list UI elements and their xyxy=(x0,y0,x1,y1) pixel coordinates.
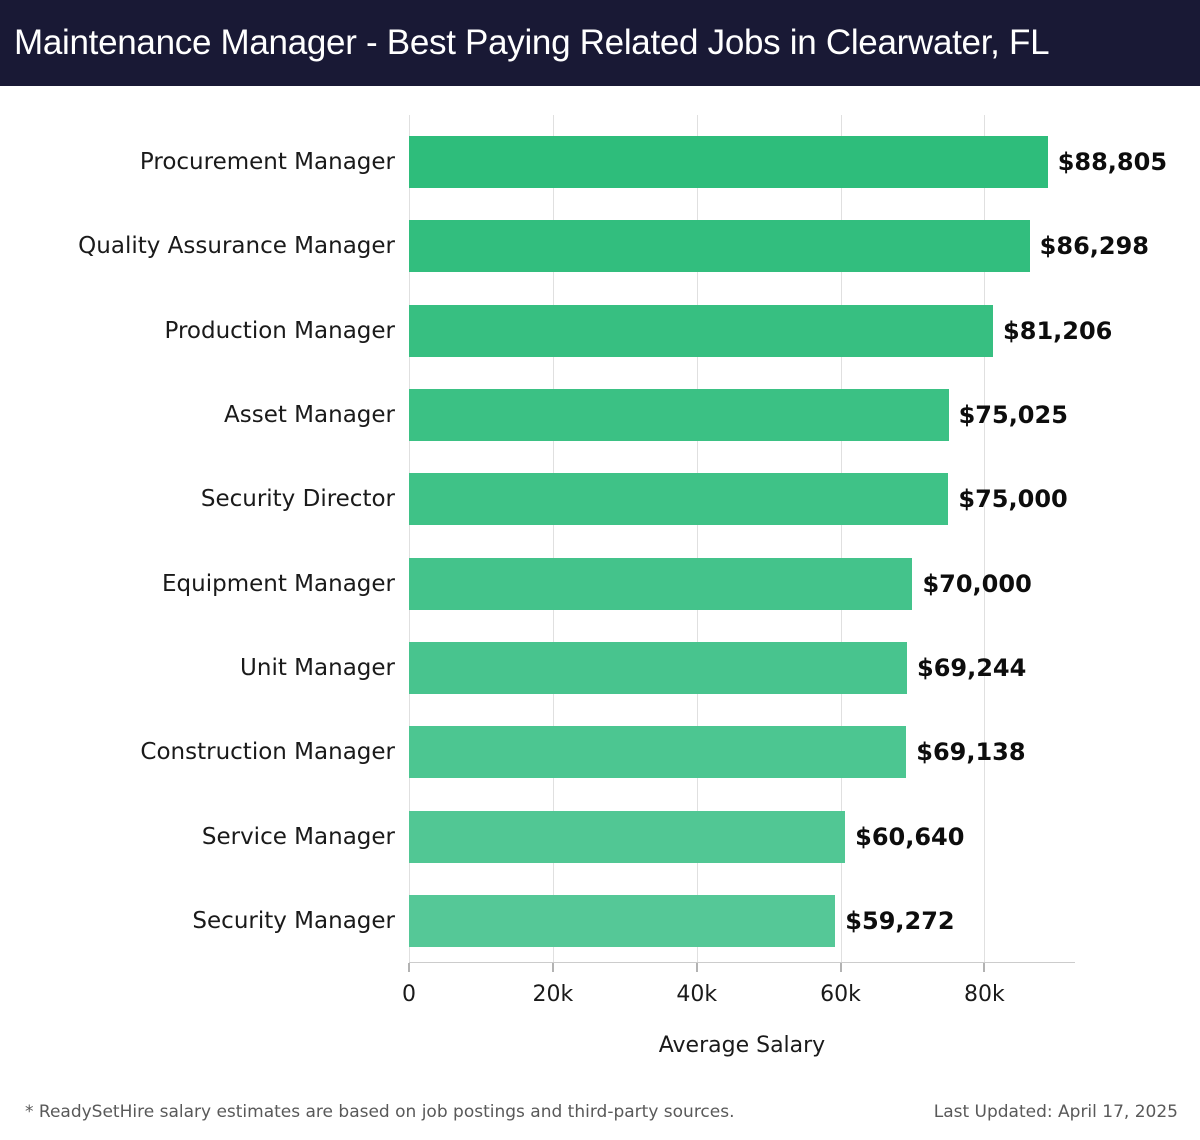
category-label: Security Director xyxy=(200,486,395,513)
value-label: $59,272 xyxy=(845,906,955,935)
gridline xyxy=(840,115,842,962)
category-label: Equipment Manager xyxy=(162,570,395,597)
bar xyxy=(409,473,949,526)
gridline xyxy=(409,115,410,962)
value-label: $69,244 xyxy=(917,653,1027,682)
value-label: $81,206 xyxy=(1003,316,1113,345)
tick-label: 20k xyxy=(532,982,574,1007)
tick-label: 80k xyxy=(964,982,1005,1007)
x-axis-line xyxy=(409,962,1075,963)
x-axis-title: Average Salary xyxy=(658,1033,826,1058)
page-title: Maintenance Manager - Best Paying Relate… xyxy=(14,23,1050,62)
value-label: $70,000 xyxy=(922,569,1032,598)
category-label: Production Manager xyxy=(164,317,396,344)
tick-mark xyxy=(983,963,986,972)
value-label: $88,805 xyxy=(1057,148,1168,176)
value-label: $75,025 xyxy=(958,400,1068,429)
tick-mark xyxy=(839,963,842,972)
header-bar: Maintenance Manager - Best Paying Relate… xyxy=(0,0,1200,86)
bar xyxy=(409,894,836,947)
bar xyxy=(409,641,908,694)
tick-label: 60k xyxy=(820,982,861,1007)
category-label: Unit Manager xyxy=(240,654,395,681)
category-label: Quality Assurance Manager xyxy=(78,233,395,260)
bar xyxy=(409,726,907,779)
tick-mark xyxy=(695,963,698,972)
category-label: Construction Manager xyxy=(140,739,395,766)
value-label: $69,138 xyxy=(916,738,1026,767)
value-label: $86,298 xyxy=(1039,232,1149,261)
gridline xyxy=(984,115,986,962)
tick-mark xyxy=(551,963,554,972)
footer-note: * ReadySetHire salary estimates are base… xyxy=(25,1102,735,1122)
tick-label: 0 xyxy=(402,982,416,1007)
tick-label: 40k xyxy=(676,982,718,1007)
bar xyxy=(409,810,846,863)
gridline xyxy=(696,115,698,962)
bar xyxy=(409,136,1048,188)
bar xyxy=(409,557,913,610)
category-label: Asset Manager xyxy=(224,401,395,428)
footer-last-updated: Last Updated: April 17, 2025 xyxy=(933,1102,1178,1122)
value-label: $60,640 xyxy=(855,822,965,851)
value-label: $75,000 xyxy=(958,485,1068,514)
tick-mark xyxy=(408,963,410,972)
bar xyxy=(409,304,994,357)
category-label: Service Manager xyxy=(201,823,395,850)
category-label: Procurement Manager xyxy=(139,149,395,175)
bar xyxy=(409,220,1030,273)
category-label: Security Manager xyxy=(192,907,395,934)
bar xyxy=(409,388,949,441)
gridline xyxy=(552,115,554,962)
